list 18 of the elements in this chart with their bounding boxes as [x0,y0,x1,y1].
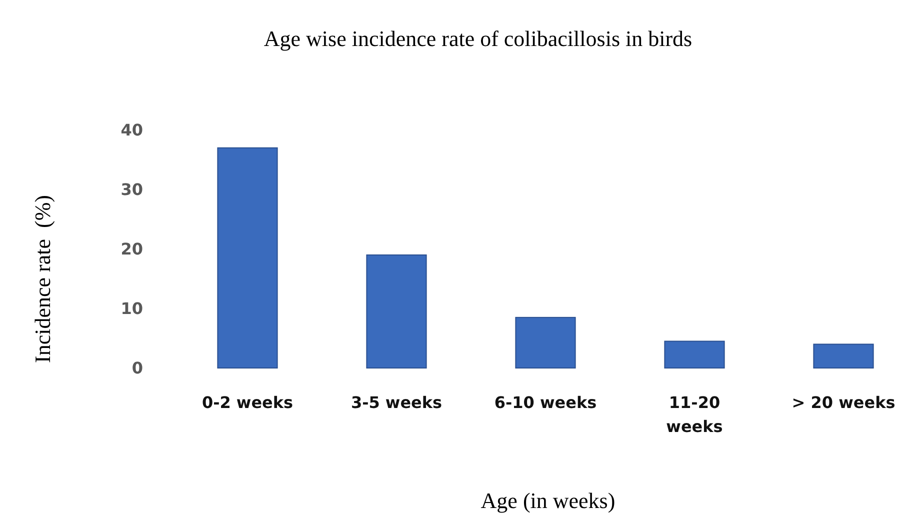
y-tick-label: 0 [132,358,143,378]
x-tick-label: > 20 weeks [792,393,896,412]
y-tick-label: 30 [120,180,143,200]
bar [366,254,427,368]
bar [813,344,874,368]
bar [664,340,725,368]
x-tick-label: 3-5 weeks [350,393,442,412]
y-tick-label: 40 [120,120,143,140]
x-tick-label: 0-2 weeks [202,393,294,412]
bar [515,316,576,368]
y-tick-label: 10 [120,299,143,318]
chart-title: Age wise incidence rate of colibacillosis in birds [264,26,692,51]
bar [217,147,278,368]
y-axis-title: Incidence rate (%) [30,195,55,363]
x-tick-label: 6-10 weeks [494,393,597,412]
x-tick-label: 11-20 weeks [666,393,723,436]
y-tick-label: 20 [120,240,143,259]
x-axis-title: Age (in weeks) [480,488,616,513]
